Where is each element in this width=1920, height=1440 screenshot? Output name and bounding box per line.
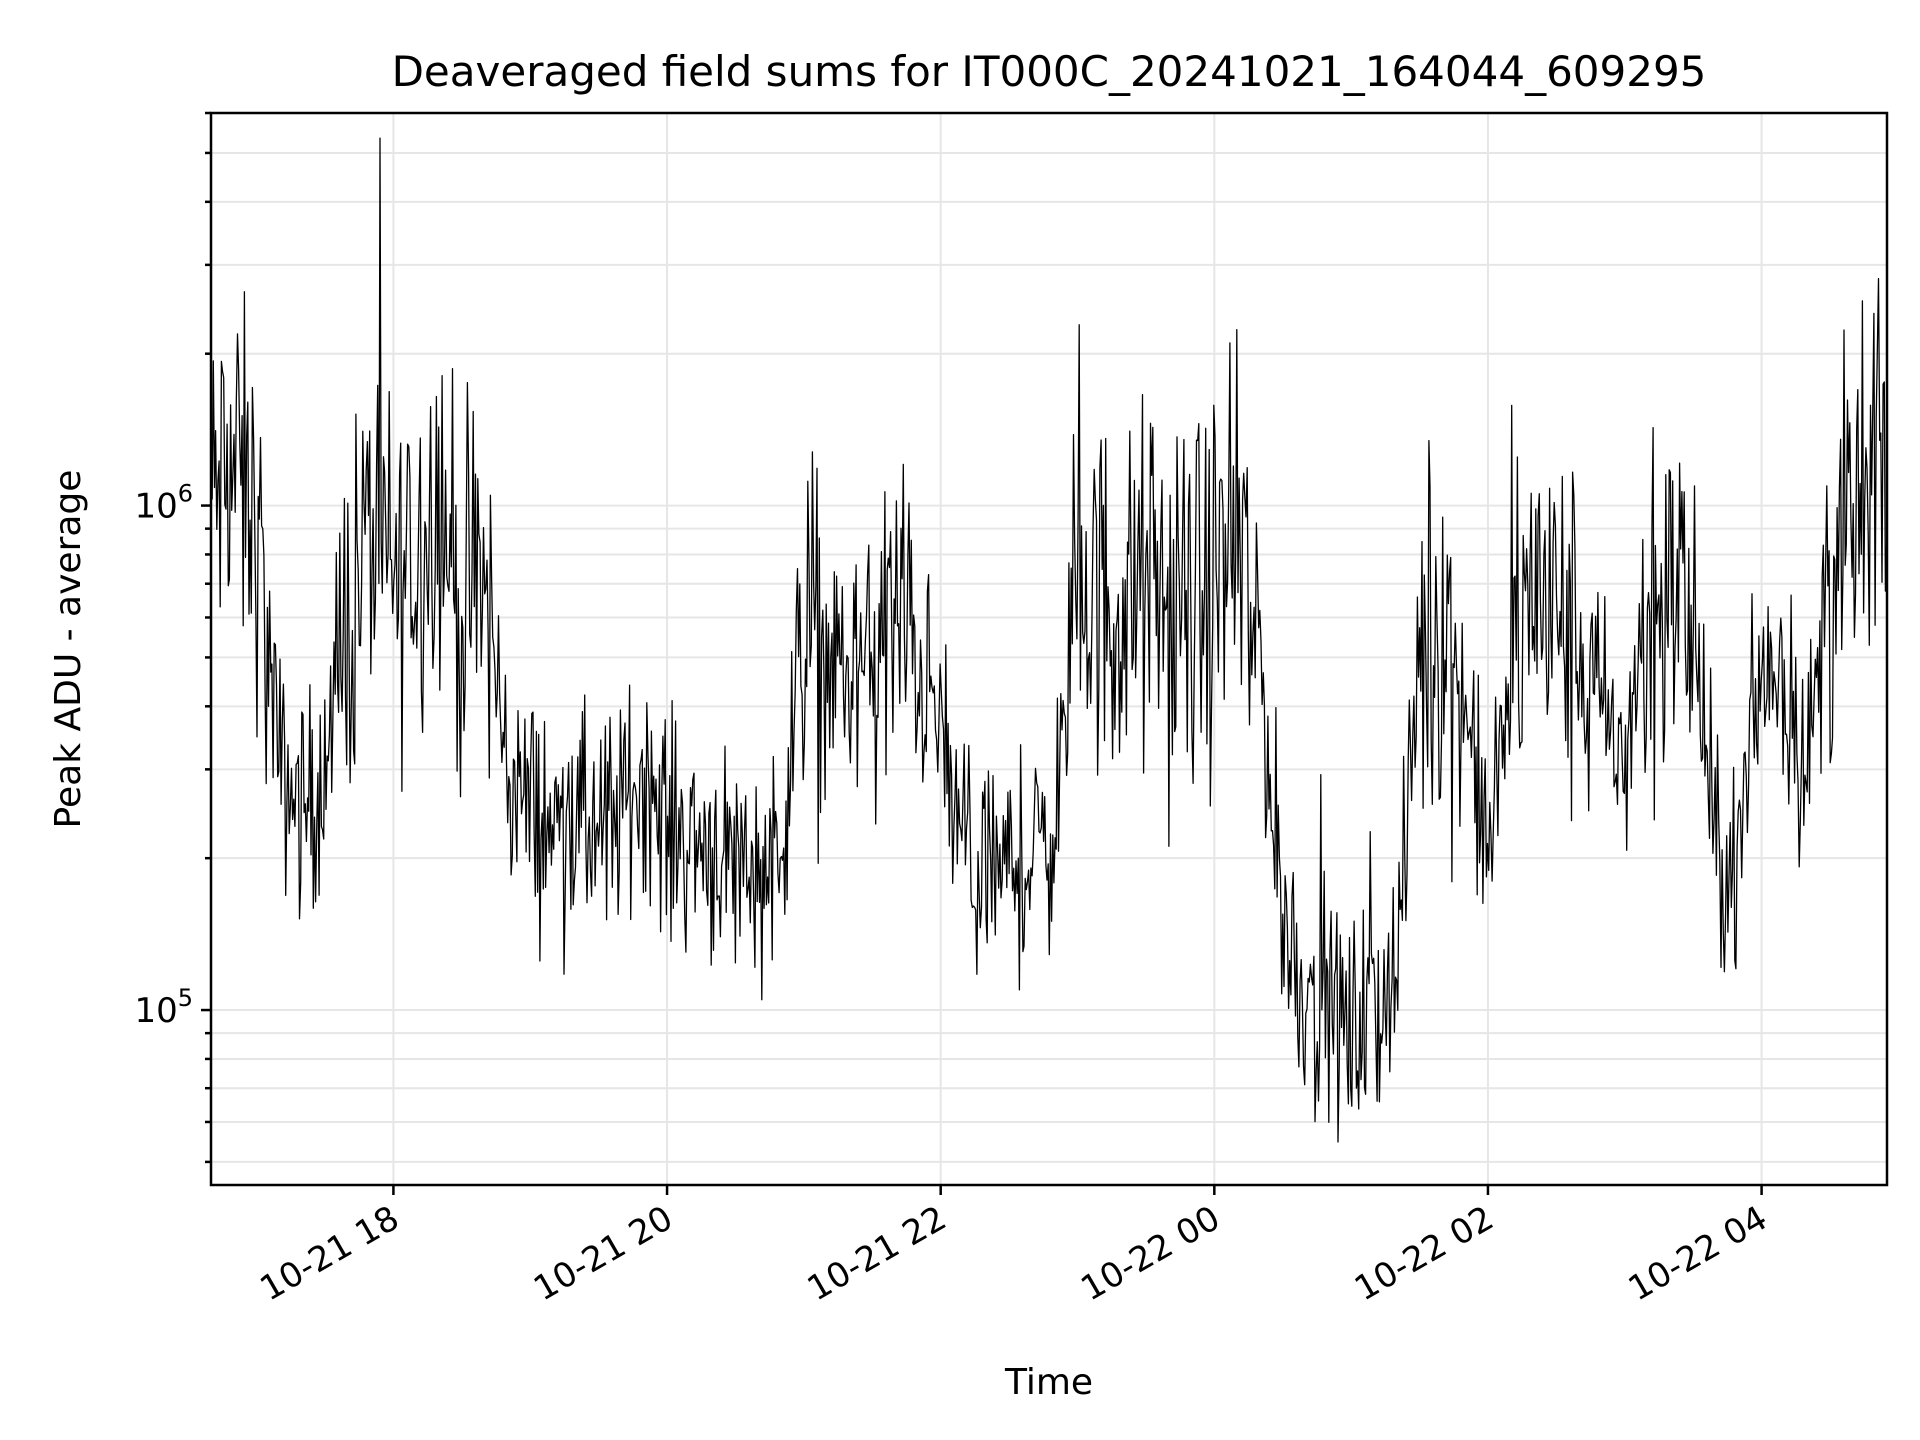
- x-tick-label: 10-21 22: [801, 1198, 953, 1309]
- x-tick-label: 10-22 02: [1348, 1198, 1500, 1309]
- series-line: [210, 137, 1888, 1143]
- grid-lines: [211, 112, 1887, 1185]
- x-tick-label: 10-22 04: [1622, 1198, 1774, 1309]
- y-axis-ticks: 105 106: [134, 111, 211, 1164]
- chart-title: Deaveraged field sums for IT000C_2024102…: [392, 47, 1707, 96]
- plot-frame: [209, 111, 1889, 1187]
- x-axis-label: Time: [1004, 1362, 1093, 1403]
- x-tick-label: 10-21 18: [254, 1198, 406, 1309]
- x-tick-label: 10-21 20: [527, 1198, 679, 1309]
- y-tick-label: 106: [134, 480, 193, 527]
- y-axis-label: Peak ADU - average: [48, 470, 89, 829]
- x-axis-ticks: 10-21 18 10-21 20 10-21 22 10-22 00 10-22 02…: [254, 1185, 1774, 1309]
- x-tick-label: 10-22 00: [1074, 1198, 1226, 1309]
- y-tick-label: 105: [134, 984, 193, 1031]
